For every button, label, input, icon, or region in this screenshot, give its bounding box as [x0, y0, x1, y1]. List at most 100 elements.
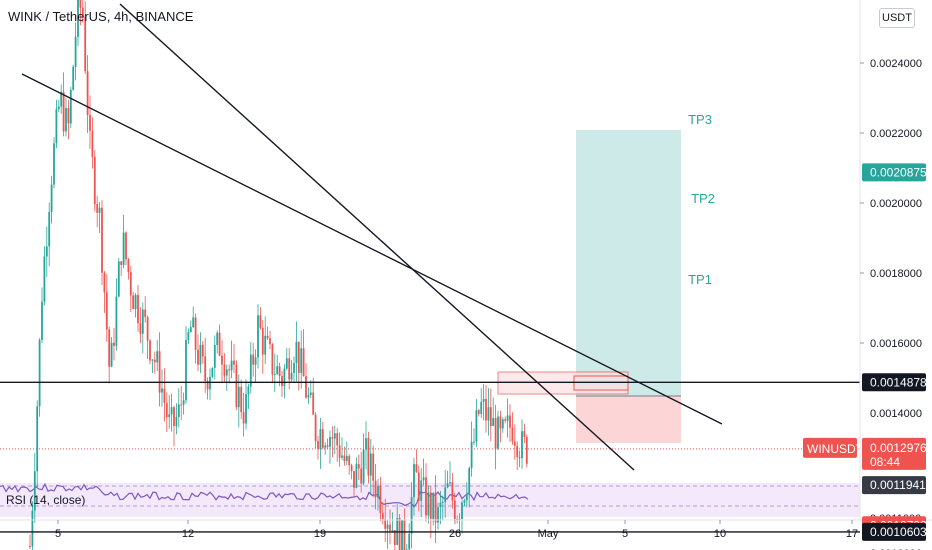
candle-body [391, 529, 394, 531]
candle-body [297, 341, 300, 373]
candle-body [331, 437, 334, 439]
candle-body [120, 261, 123, 265]
candle-body [149, 340, 151, 361]
candle-body [420, 480, 423, 501]
candle-body [180, 404, 183, 406]
candle-body [309, 392, 312, 395]
candle-body [62, 91, 65, 132]
candle-body [74, 36, 77, 67]
candle-body [281, 376, 283, 387]
price-tag-box [862, 373, 926, 392]
candle-body [290, 372, 293, 380]
candle-body [115, 296, 118, 346]
candle-body [31, 510, 34, 547]
candle-body [233, 360, 235, 365]
candle-body [53, 143, 55, 185]
candle-body [482, 398, 485, 402]
time-tick-label: 26 [449, 528, 461, 540]
candle-body [302, 348, 305, 377]
candle-body [326, 445, 329, 447]
time-axis[interactable]: 5 12 19 26 May 5 10 17 [55, 520, 858, 540]
candle-body [525, 436, 528, 464]
candle-body [499, 416, 502, 429]
candle-body [213, 344, 216, 368]
candle-body [504, 419, 507, 421]
candle-body [153, 359, 156, 363]
candle-body [216, 332, 219, 345]
candle-body [516, 445, 519, 458]
candle-body [345, 456, 348, 461]
candle-body [252, 354, 255, 365]
candle-body [141, 309, 144, 334]
candle-body [485, 398, 487, 421]
candle-body [470, 441, 473, 469]
candle-body [269, 338, 271, 345]
candle-body [444, 487, 447, 502]
candle-body [329, 437, 331, 447]
candle-body [283, 368, 286, 387]
candle-body [523, 431, 526, 437]
price-tag-box [862, 163, 926, 182]
candle-body [295, 341, 298, 363]
candle-body [288, 358, 291, 380]
candle-body [177, 404, 180, 417]
candle-body [194, 317, 197, 350]
candle-body [36, 406, 39, 472]
candle-body [33, 471, 36, 511]
target-label-tp1: TP1 [688, 272, 712, 287]
candle-body [261, 327, 264, 355]
candle-body [489, 407, 492, 427]
candle-body [122, 232, 125, 265]
candle-body [317, 441, 319, 450]
candle-body [81, 7, 84, 18]
candle-body [343, 455, 346, 461]
target-zone [576, 130, 681, 396]
candle-body [381, 513, 384, 520]
candle-body [129, 272, 132, 296]
price-tag-label: 0.0011941 [870, 478, 926, 492]
candle-body [449, 482, 451, 484]
stop-zone [576, 396, 681, 443]
candle-body [93, 156, 96, 205]
candle-body [386, 524, 389, 529]
trendline-steep[interactable] [119, 3, 635, 471]
candle-body [336, 433, 339, 446]
candle-body [257, 315, 259, 358]
candle-body [228, 369, 231, 371]
candle-body [513, 441, 516, 446]
candle-body [189, 327, 192, 333]
candle-body [333, 433, 336, 439]
candle-body [492, 418, 495, 427]
candle-body [379, 486, 382, 514]
candle-body [55, 109, 58, 144]
candle-body [422, 477, 425, 481]
candle-body [408, 533, 411, 550]
trendline-upper[interactable] [21, 73, 723, 425]
candle-body [209, 376, 211, 390]
candle-body [139, 323, 142, 334]
target-label-tp2: TP2 [691, 191, 715, 206]
candle-body [137, 294, 139, 324]
candle-body [369, 453, 372, 476]
candle-body [230, 360, 233, 371]
candle-body [439, 502, 442, 508]
entry-range-box-inner [573, 375, 629, 391]
candle-body [271, 344, 274, 375]
candle-body [473, 441, 475, 443]
candle-body [72, 66, 75, 90]
symbol-tag-label: WINUSDT [807, 442, 864, 456]
candle-body [427, 492, 430, 516]
currency-button[interactable]: USDT [879, 8, 915, 28]
candle-body [367, 438, 370, 476]
price-tag-label: 0.0010603 [870, 525, 927, 539]
candle-body [441, 501, 444, 503]
candle-body [29, 546, 31, 547]
candle-body [312, 392, 315, 415]
time-tick-label: 10 [714, 528, 726, 540]
candle-body [201, 344, 204, 357]
price-tick-label-partial: 0.0010000 [870, 548, 922, 550]
candle-body [362, 449, 365, 484]
candle-body [45, 246, 48, 257]
candle-body [477, 410, 480, 414]
